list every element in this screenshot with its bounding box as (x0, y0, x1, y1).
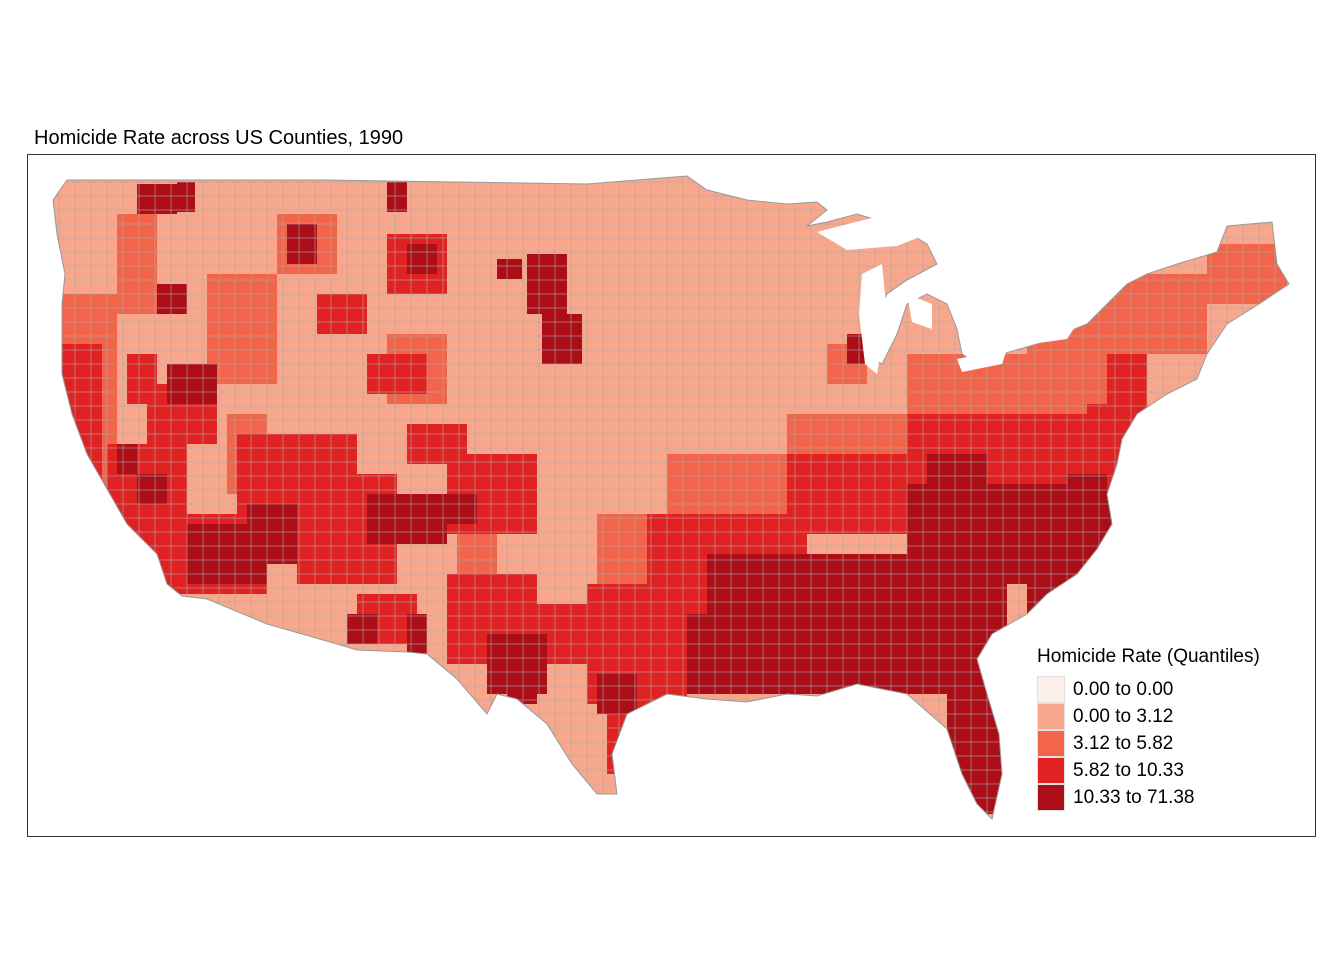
legend-item: 0.00 to 0.00 (1037, 676, 1260, 703)
legend-title: Homicide Rate (Quantiles) (1037, 646, 1260, 667)
legend-swatch-q5 (1037, 784, 1065, 811)
legend-item: 5.82 to 10.33 (1037, 757, 1260, 784)
map-title: Homicide Rate across US Counties, 1990 (34, 127, 404, 149)
great-lakes (817, 214, 1077, 374)
legend-label: 3.12 to 5.82 (1073, 732, 1174, 754)
legend-item: 10.33 to 71.38 (1037, 784, 1260, 811)
map-frame (27, 154, 1316, 837)
us-county-choropleth-map (52, 175, 1290, 820)
legend-label: 0.00 to 3.12 (1073, 705, 1174, 727)
legend-label: 5.82 to 10.33 (1073, 759, 1184, 781)
map-legend: Homicide Rate (Quantiles) 0.00 to 0.00 0… (1037, 646, 1260, 811)
legend-swatch-q4 (1037, 757, 1065, 784)
legend-swatch-q2 (1037, 703, 1065, 730)
legend-swatch-q3 (1037, 730, 1065, 757)
legend-label: 0.00 to 0.00 (1073, 678, 1174, 700)
legend-item: 3.12 to 5.82 (1037, 730, 1260, 757)
legend-label: 10.33 to 71.38 (1073, 786, 1195, 808)
legend-item: 0.00 to 3.12 (1037, 703, 1260, 730)
legend-swatch-q1 (1037, 676, 1065, 703)
